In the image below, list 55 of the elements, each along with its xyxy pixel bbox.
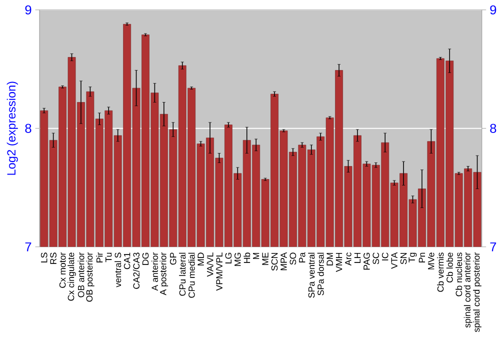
x-tick-label: SPa dorsal <box>317 253 324 296</box>
x-tick-label: Tu <box>106 253 112 262</box>
x-tick-label: RS <box>50 252 56 264</box>
x-tick-label: Pn <box>418 253 426 263</box>
x-tick-label: Cb lobe <box>446 252 453 283</box>
x-tick-label: IC <box>382 252 388 261</box>
x-tick-label: Cx cingulate <box>68 252 76 301</box>
x-tick-label: spinal cord posterior <box>473 252 482 332</box>
x-tick-label: DG <box>142 253 149 266</box>
x-tick-label: SPa ventral <box>308 253 315 298</box>
x-tick-label: VTA <box>391 252 398 270</box>
x-tick-label: CPu lateral <box>179 253 186 296</box>
x-tick-label: VA/VL <box>206 252 214 277</box>
x-tick-label: LH <box>354 253 361 264</box>
x-tick-label: MG <box>234 253 241 266</box>
x-tick-label: VPM/VPL <box>216 252 222 291</box>
x-tick-label: Tg <box>408 253 417 263</box>
x-tick-label: LS <box>40 252 48 263</box>
x-tick-label: M <box>253 253 260 260</box>
x-tick-label: A anterior <box>151 252 158 291</box>
x-tick-label: Pir <box>96 252 103 263</box>
x-tick-label: Cb vermis <box>437 252 444 292</box>
x-tick-label: Hb <box>244 252 250 264</box>
x-tick-label: spinal cord anterior <box>464 252 472 328</box>
x-tick-label: SCN <box>271 253 278 271</box>
y-tick-label: 7 <box>25 242 32 252</box>
x-tick-label: SC <box>372 252 380 264</box>
x-tick-label: PAG <box>364 253 370 270</box>
x-tick-label: CA1 <box>124 252 130 270</box>
y2-tick-label: 8 <box>490 124 496 134</box>
x-tick-label: ME <box>262 252 268 266</box>
x-tick-label: CPu medial <box>188 253 195 298</box>
x-tick-label: MD <box>198 252 204 266</box>
y-tick-label: 9 <box>25 6 32 15</box>
x-tick-label: CA2/CA3 <box>133 252 140 290</box>
y2-tick-label: 9 <box>490 6 496 15</box>
x-tick-label: SN <box>400 253 407 264</box>
x-tick-label: Cx motor <box>59 252 66 288</box>
y2-tick-label: 7 <box>490 242 496 252</box>
x-tick-label: LG <box>225 253 232 264</box>
x-tick-label: VMH <box>336 253 342 272</box>
y-tick-label: 8 <box>25 124 32 134</box>
x-tick-label: Cb nucleus <box>456 252 462 296</box>
x-tick-label: MVe <box>428 252 434 270</box>
x-tick-label: Pa <box>299 252 306 263</box>
x-tick-label: ventral S <box>114 252 122 288</box>
x-tick-label: GP <box>170 252 176 265</box>
x-tick-label: OB anterior <box>78 252 84 298</box>
x-tick-label: DM <box>326 253 333 266</box>
x-tick-label: MPA <box>280 252 287 270</box>
x-tick-label: OB posterior <box>86 252 94 302</box>
x-tick-label: Arc <box>345 252 352 266</box>
x-tick-label: SO <box>290 252 296 265</box>
x-tick-label: A posterior <box>160 252 168 296</box>
y-axis-title: Log2 (expression) <box>6 82 18 176</box>
